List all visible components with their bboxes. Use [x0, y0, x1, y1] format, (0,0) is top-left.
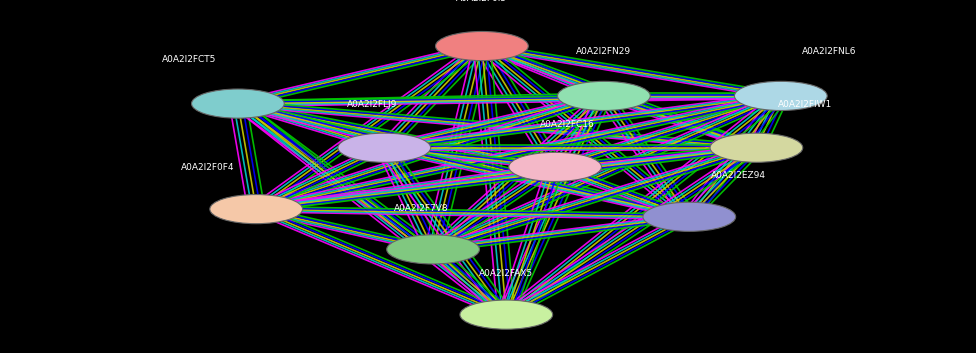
Text: A0A2I2FNL6: A0A2I2FNL6 — [802, 47, 857, 56]
Circle shape — [557, 81, 650, 110]
Circle shape — [338, 133, 430, 162]
Text: A0A2I2FN29: A0A2I2FN29 — [577, 47, 631, 56]
Circle shape — [435, 31, 528, 61]
Text: A0A2I2FC16: A0A2I2FC16 — [540, 120, 594, 128]
Text: A0A2I2FAX5: A0A2I2FAX5 — [479, 269, 533, 278]
Text: A0A2I2F0F4: A0A2I2F0F4 — [181, 163, 234, 172]
Text: A0A2I2F0I5: A0A2I2F0I5 — [457, 0, 508, 3]
Text: A0A2I2EZ94: A0A2I2EZ94 — [711, 171, 765, 180]
Circle shape — [734, 81, 828, 110]
Circle shape — [508, 152, 601, 181]
Circle shape — [191, 89, 284, 118]
Circle shape — [210, 195, 303, 224]
Text: A0A2I2FIW1: A0A2I2FIW1 — [778, 100, 833, 109]
Circle shape — [460, 300, 552, 329]
Circle shape — [643, 202, 736, 231]
Text: A0A2I2FLJ9: A0A2I2FLJ9 — [346, 100, 397, 109]
Circle shape — [386, 235, 479, 264]
Text: A0A2I2F7V8: A0A2I2F7V8 — [393, 204, 448, 213]
Circle shape — [711, 133, 802, 162]
Text: A0A2I2FCT5: A0A2I2FCT5 — [162, 55, 217, 64]
